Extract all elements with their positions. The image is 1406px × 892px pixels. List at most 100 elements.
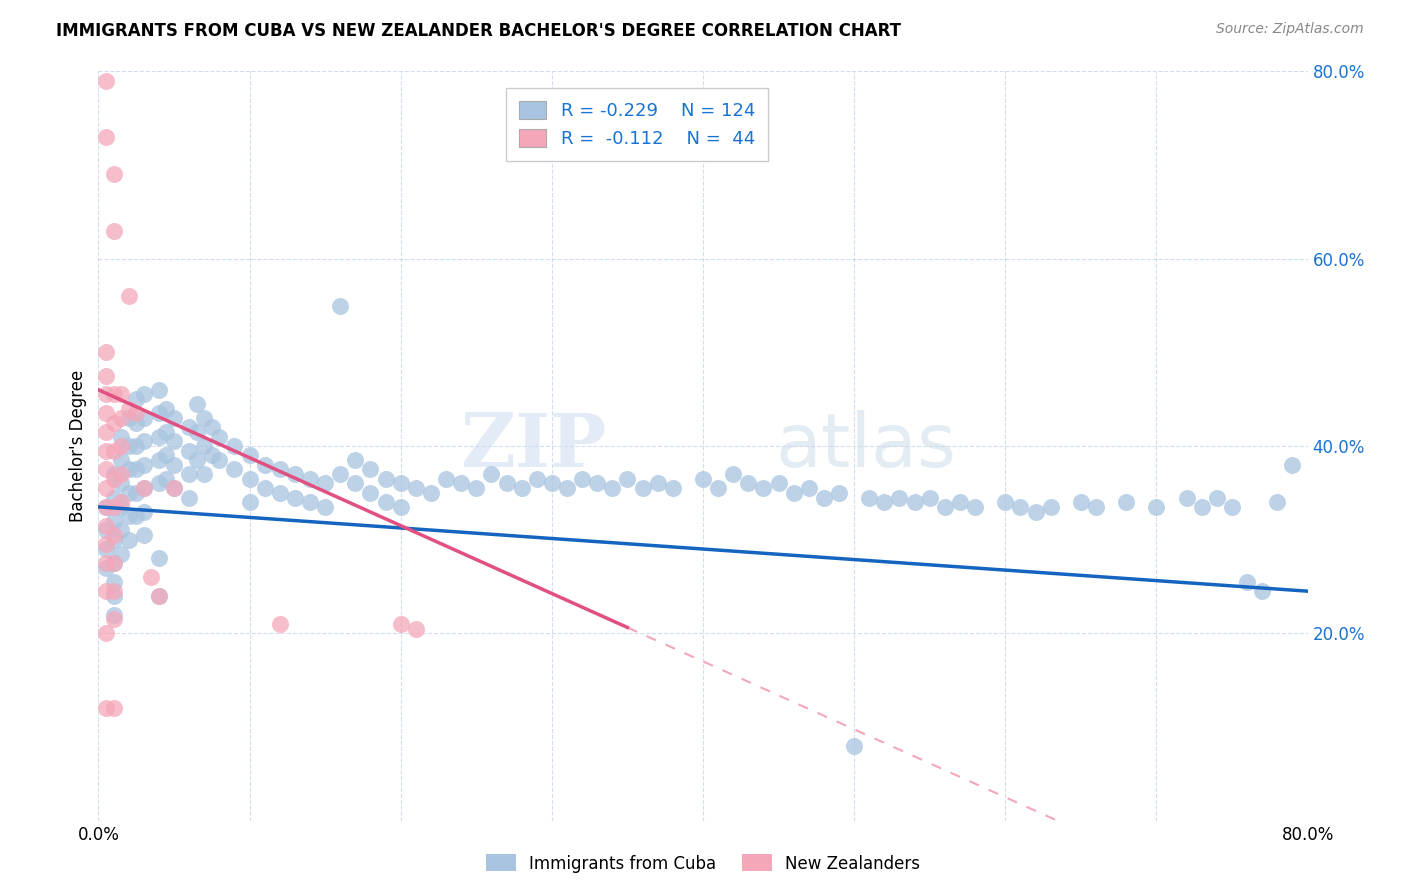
Point xyxy=(224,462,246,476)
Point xyxy=(208,430,231,444)
Legend: Immigrants from Cuba, New Zealanders: Immigrants from Cuba, New Zealanders xyxy=(479,847,927,880)
Point xyxy=(374,472,396,486)
Point xyxy=(148,383,170,397)
Point xyxy=(193,439,215,453)
Point xyxy=(103,491,125,505)
Point xyxy=(94,584,117,599)
Point xyxy=(873,495,896,509)
Point xyxy=(155,472,177,486)
Point xyxy=(737,476,759,491)
Point xyxy=(163,481,186,495)
Point xyxy=(103,168,125,182)
Point xyxy=(405,622,427,636)
Point xyxy=(163,411,186,425)
Point xyxy=(1024,505,1046,519)
Point xyxy=(103,514,125,528)
Point xyxy=(602,481,624,495)
Point xyxy=(374,495,396,509)
Point xyxy=(179,491,201,505)
Point xyxy=(253,481,276,495)
Point xyxy=(934,500,956,514)
Text: IMMIGRANTS FROM CUBA VS NEW ZEALANDER BACHELOR'S DEGREE CORRELATION CHART: IMMIGRANTS FROM CUBA VS NEW ZEALANDER BA… xyxy=(56,22,901,40)
Point xyxy=(828,486,851,500)
Point xyxy=(904,495,927,509)
Point xyxy=(495,476,517,491)
Point xyxy=(450,476,472,491)
Point xyxy=(118,401,141,416)
Point xyxy=(110,430,132,444)
Point xyxy=(918,491,941,505)
Point xyxy=(723,467,745,482)
Point xyxy=(110,524,132,538)
Point xyxy=(844,739,866,753)
Point xyxy=(148,589,170,603)
Point xyxy=(94,561,117,575)
Point xyxy=(94,406,117,420)
Point xyxy=(239,495,262,509)
Point xyxy=(284,467,307,482)
Point xyxy=(155,425,177,439)
Point xyxy=(329,298,352,313)
Point xyxy=(155,449,177,463)
Point xyxy=(125,392,148,407)
Point xyxy=(94,387,117,401)
Point xyxy=(224,439,246,453)
Point xyxy=(163,481,186,495)
Point xyxy=(1251,584,1274,599)
Point xyxy=(94,626,117,640)
Point xyxy=(201,420,224,434)
Point xyxy=(707,481,730,495)
Point xyxy=(344,453,367,467)
Point xyxy=(299,495,322,509)
Point xyxy=(1070,495,1092,509)
Point xyxy=(405,481,427,495)
Point xyxy=(571,472,593,486)
Point xyxy=(118,462,141,476)
Point xyxy=(752,481,775,495)
Point xyxy=(179,420,201,434)
Point xyxy=(1039,500,1062,514)
Point xyxy=(186,397,208,411)
Point xyxy=(103,416,125,430)
Point xyxy=(125,486,148,500)
Point xyxy=(269,617,291,632)
Point xyxy=(148,406,170,420)
Point xyxy=(125,462,148,476)
Point xyxy=(193,411,215,425)
Point xyxy=(768,476,790,491)
Point xyxy=(994,495,1017,509)
Point xyxy=(94,443,117,458)
Point xyxy=(1206,491,1229,505)
Point xyxy=(94,537,117,551)
Point xyxy=(103,584,125,599)
Point xyxy=(110,547,132,561)
Text: atlas: atlas xyxy=(776,409,956,483)
Point xyxy=(94,556,117,570)
Point xyxy=(141,570,163,584)
Point xyxy=(103,472,125,486)
Point xyxy=(94,500,117,514)
Point xyxy=(94,462,117,476)
Point xyxy=(103,528,125,542)
Point xyxy=(314,476,336,491)
Point xyxy=(389,476,412,491)
Text: ZIP: ZIP xyxy=(460,409,606,483)
Point xyxy=(193,467,215,482)
Point xyxy=(186,453,208,467)
Point xyxy=(1085,500,1108,514)
Point xyxy=(526,472,548,486)
Point xyxy=(110,476,132,491)
Point xyxy=(299,472,322,486)
Point xyxy=(186,425,208,439)
Point xyxy=(125,406,148,420)
Point xyxy=(783,486,806,500)
Point xyxy=(118,289,141,303)
Point xyxy=(314,500,336,514)
Point xyxy=(132,481,155,495)
Point xyxy=(103,467,125,482)
Point xyxy=(110,439,132,453)
Point xyxy=(103,574,125,589)
Point xyxy=(284,491,307,505)
Point xyxy=(148,476,170,491)
Point xyxy=(329,467,352,482)
